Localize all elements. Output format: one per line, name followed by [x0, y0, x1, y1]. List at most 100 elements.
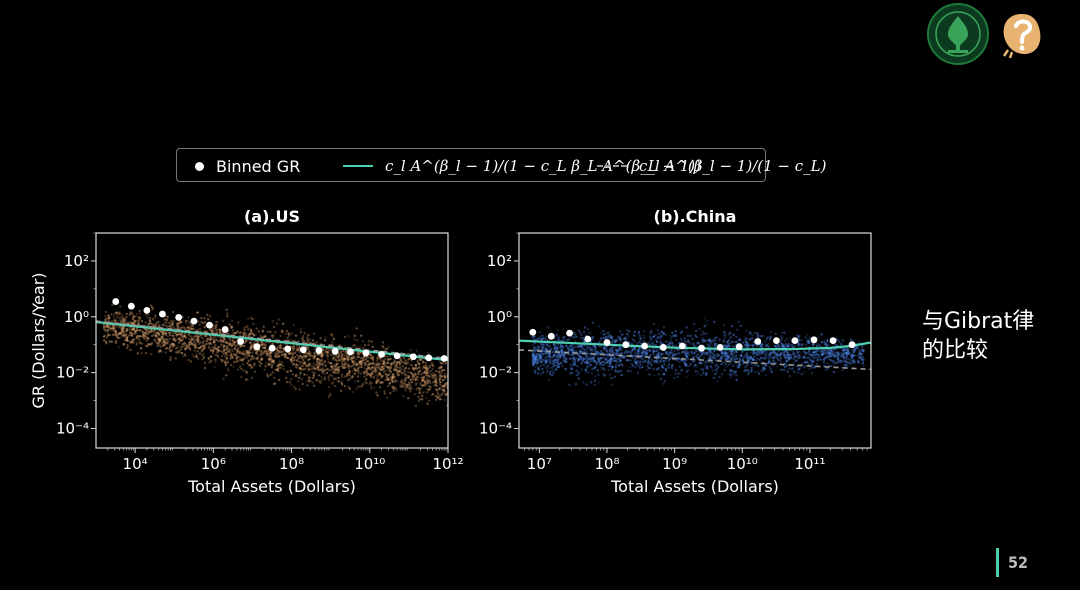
cloud-point — [442, 385, 445, 388]
cloud-point — [438, 377, 442, 380]
cloud-point — [702, 371, 705, 375]
cloud-point — [388, 357, 392, 361]
cloud-point — [208, 342, 212, 345]
cloud-point — [671, 331, 674, 335]
cloud-point — [683, 336, 686, 340]
cloud-point — [131, 315, 135, 319]
cloud-point — [327, 379, 331, 382]
cloud-point — [611, 383, 614, 386]
cloud-point — [200, 316, 203, 320]
cloud-point — [596, 357, 600, 361]
cloud-point — [553, 364, 557, 367]
cloud-point — [150, 306, 154, 309]
cloud-point — [832, 364, 835, 367]
cloud-point — [367, 339, 371, 343]
cloud-point — [443, 392, 446, 396]
cloud-point — [790, 343, 793, 346]
cloud-point — [419, 383, 422, 386]
cloud-point — [612, 346, 615, 349]
cloud-point — [270, 351, 274, 354]
cloud-point — [386, 378, 389, 381]
cloud-point — [369, 374, 373, 377]
cloud-point — [191, 338, 195, 341]
cloud-point — [745, 329, 749, 332]
cloud-point — [551, 373, 554, 377]
cloud-point — [674, 333, 678, 337]
cloud-point — [384, 372, 387, 376]
cloud-point — [340, 373, 344, 376]
cloud-point — [777, 354, 780, 357]
cloud-point — [811, 359, 814, 362]
cloud-point — [193, 345, 196, 348]
cloud-point — [285, 380, 289, 384]
cloud-point — [217, 356, 220, 359]
cloud-point — [219, 349, 223, 353]
cloud-point — [608, 362, 611, 365]
cloud-point — [820, 341, 824, 345]
cloud-point — [293, 355, 297, 359]
cloud-point — [409, 371, 412, 374]
cloud-point — [655, 361, 659, 364]
cloud-point — [443, 386, 447, 390]
cloud-point — [694, 344, 697, 348]
cloud-point — [285, 370, 289, 373]
cloud-point — [307, 380, 311, 383]
cloud-point — [292, 345, 295, 348]
cloud-point — [102, 339, 106, 342]
cloud-point — [144, 333, 147, 336]
cloud-point — [225, 347, 229, 350]
cloud-point — [387, 366, 390, 370]
cloud-point — [248, 346, 252, 350]
cloud-point — [724, 362, 727, 366]
cloud-point — [298, 351, 302, 354]
cloud-point — [183, 332, 187, 335]
cloud-point — [132, 322, 135, 325]
cloud-point — [336, 371, 339, 374]
cloud-point — [610, 349, 613, 353]
cloud-point — [325, 350, 329, 353]
cloud-point — [125, 329, 128, 333]
cloud-point — [154, 316, 157, 319]
cloud-point — [624, 354, 628, 358]
cloud-point — [343, 363, 346, 367]
cloud-point — [261, 336, 264, 340]
cloud-point — [723, 331, 727, 335]
cloud-point — [703, 351, 706, 354]
cloud-point — [263, 335, 266, 338]
cloud-point — [393, 368, 396, 371]
cloud-point — [245, 356, 249, 359]
cloud-point — [632, 334, 636, 337]
cloud-point — [180, 351, 183, 354]
cloud-point — [604, 347, 607, 350]
cloud-point — [427, 380, 430, 384]
cloud-point — [838, 360, 842, 364]
cloud-point — [335, 377, 338, 380]
cloud-point — [724, 366, 727, 369]
cloud-point — [555, 367, 558, 370]
cloud-point — [349, 377, 352, 380]
cloud-point — [188, 340, 192, 343]
cloud-point — [417, 362, 421, 365]
cloud-point — [667, 354, 670, 358]
cloud-point — [208, 361, 211, 364]
cloud-point — [337, 359, 341, 362]
cloud-point — [723, 336, 726, 339]
cloud-point — [708, 352, 712, 355]
cloud-point — [538, 331, 541, 334]
cloud-point — [140, 319, 144, 323]
cloud-point — [678, 360, 681, 363]
cloud-point — [161, 334, 164, 337]
cloud-point — [355, 369, 358, 373]
cloud-point — [585, 364, 589, 368]
cloud-point — [297, 376, 301, 380]
cloud-point — [643, 336, 646, 340]
binned-point — [378, 350, 385, 358]
cloud-point — [373, 362, 376, 365]
cloud-point — [316, 363, 319, 366]
cloud-point — [251, 356, 254, 360]
cloud-point — [293, 385, 296, 389]
cloud-point — [186, 319, 189, 323]
cloud-point — [308, 368, 311, 372]
cloud-point — [202, 347, 206, 350]
cloud-point — [756, 332, 759, 335]
